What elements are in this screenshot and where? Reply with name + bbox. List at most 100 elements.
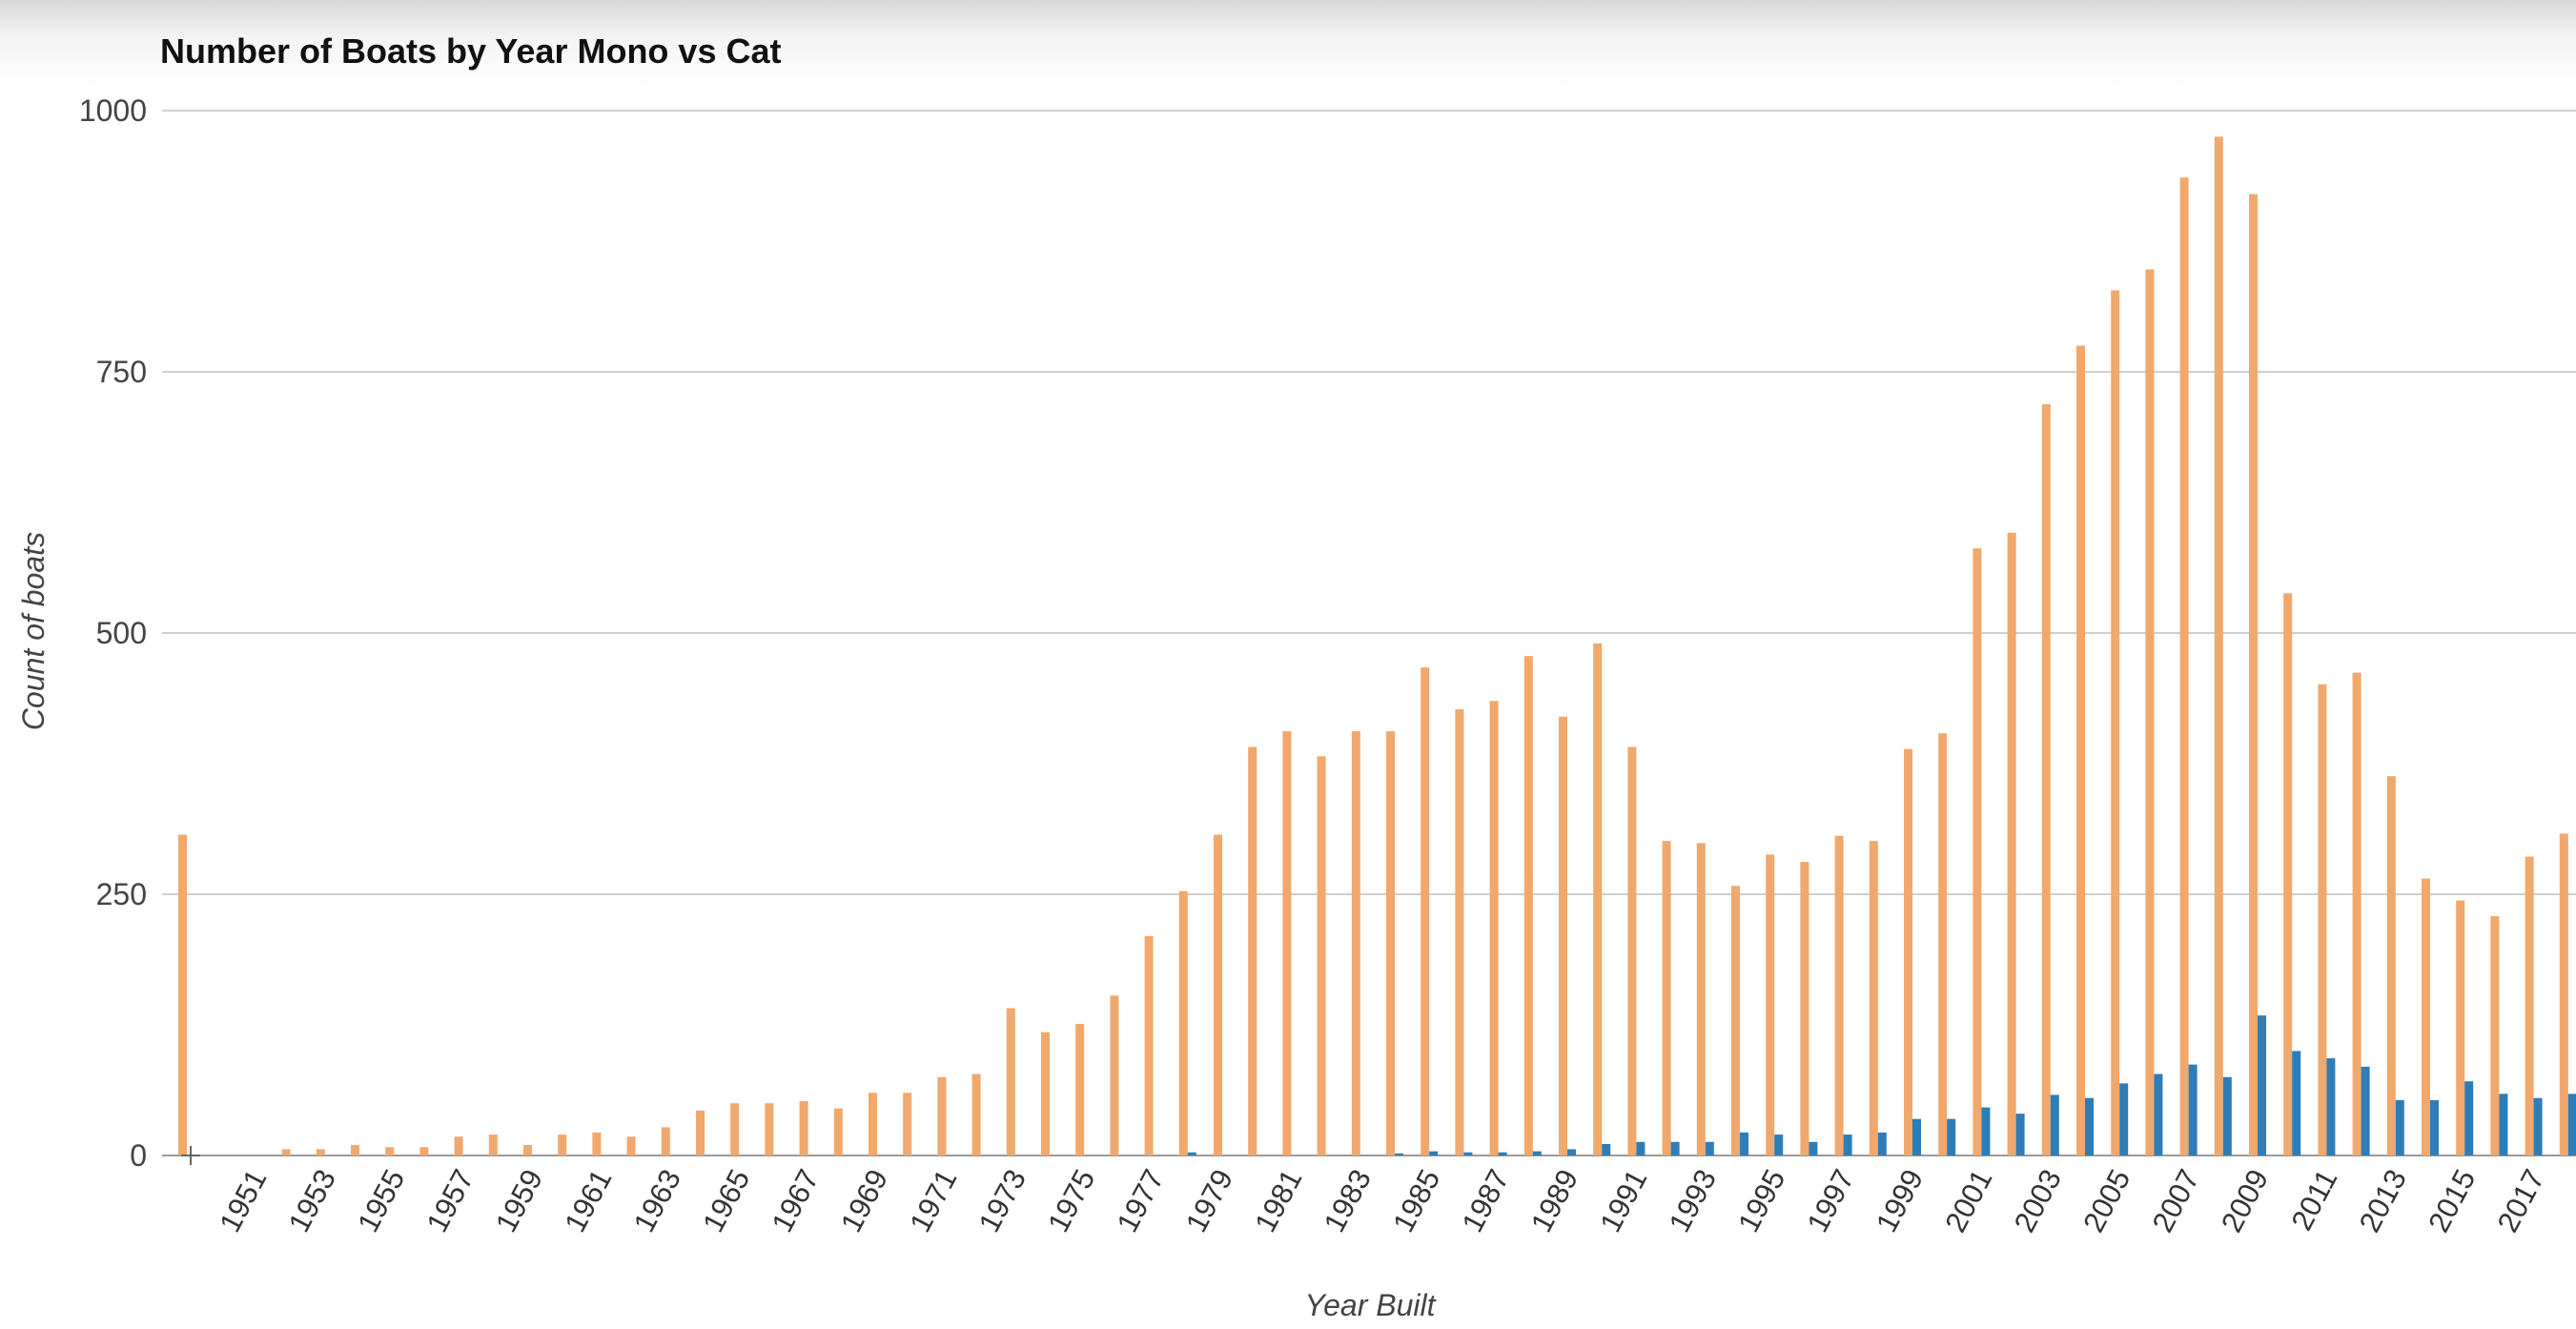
bar-mono <box>454 1136 463 1155</box>
x-tick-label: 1981 <box>1248 1164 1308 1237</box>
bar-cat <box>1636 1141 1646 1155</box>
bar-cat <box>2188 1064 2198 1155</box>
bar-mono <box>971 1073 981 1155</box>
bar-mono <box>2283 593 2293 1155</box>
bar-cat <box>2292 1051 2301 1155</box>
bar-mono <box>1006 1008 1015 1155</box>
bar-mono <box>1766 854 1775 1155</box>
x-tick-label: 1965 <box>696 1164 756 1237</box>
bar-mono <box>696 1110 705 1155</box>
x-tick-label: 1979 <box>1179 1164 1239 1237</box>
bar-mono <box>626 1136 636 1155</box>
bar-mono <box>1214 834 1222 1155</box>
bar-mono <box>1696 843 1706 1155</box>
y-tick-label: 250 <box>96 877 147 911</box>
x-tick-label: 2013 <box>2353 1164 2413 1237</box>
bar-mono <box>2007 532 2016 1155</box>
bar-mono <box>2076 345 2085 1156</box>
x-tick-label: 1961 <box>558 1164 618 1237</box>
bar-mono <box>2386 776 2396 1155</box>
bar-mono <box>2318 684 2327 1155</box>
bar-cat <box>1670 1141 1680 1155</box>
bar-mono <box>1041 1032 1050 1155</box>
bar-cat <box>2015 1114 2025 1155</box>
x-tick-label: 1977 <box>1110 1164 1170 1237</box>
x-tick-label: 1969 <box>834 1164 894 1237</box>
bar-cat <box>2326 1058 2336 1155</box>
bar-mono <box>1144 935 1154 1155</box>
x-tick-label: 1993 <box>1663 1164 1723 1237</box>
bar-mono <box>1627 746 1637 1155</box>
bar-cat <box>2222 1076 2232 1155</box>
bar-mono <box>2145 269 2155 1155</box>
bar-mono <box>765 1103 774 1155</box>
x-tick-label: 1953 <box>282 1164 342 1237</box>
bar-cat <box>2050 1094 2059 1155</box>
bar-cat <box>2499 1094 2508 1155</box>
bar-mono <box>1731 886 1740 1155</box>
x-tick-label: 1985 <box>1386 1164 1446 1237</box>
bar-mono <box>730 1103 740 1155</box>
bar-mono <box>1973 548 1982 1155</box>
bar-mono <box>385 1147 395 1155</box>
bar-mono <box>351 1145 359 1155</box>
bar-mono <box>488 1135 498 1155</box>
bar-cat <box>2395 1099 2404 1155</box>
x-tick-label: 2017 <box>2490 1164 2550 1237</box>
x-tick-label: 1951 <box>213 1164 273 1237</box>
bar-mono <box>2179 177 2189 1155</box>
bar-cat <box>2154 1073 2163 1155</box>
bar-mono <box>1559 716 1567 1155</box>
x-tick-label: 2011 <box>2284 1164 2343 1236</box>
bar-cat <box>2430 1099 2439 1155</box>
bar-cat <box>2533 1097 2543 1155</box>
bar-cat <box>1947 1118 1956 1155</box>
bar-cat <box>2567 1094 2576 1155</box>
bar-mono <box>1834 835 1844 1155</box>
bar-cat <box>1843 1135 1852 1155</box>
x-tick-label: 1955 <box>351 1164 411 1237</box>
bar-cat <box>1981 1107 1991 1155</box>
bar-mono <box>419 1147 429 1155</box>
x-tick-label: 2003 <box>2008 1164 2068 1237</box>
x-tick-label: 1959 <box>489 1164 549 1237</box>
bar-cat <box>1395 1153 1403 1155</box>
bar-cat <box>2464 1081 2474 1155</box>
bar-mono <box>592 1132 602 1155</box>
y-tick-label: 500 <box>96 616 147 650</box>
bar-cat <box>1498 1152 1507 1155</box>
bar-mono <box>2214 136 2223 1155</box>
x-tick-label: 1999 <box>1870 1164 1930 1237</box>
x-tick-label: 1957 <box>419 1164 480 1237</box>
bar-cat <box>1877 1132 1887 1155</box>
bar-mono <box>869 1093 877 1155</box>
bar-mono <box>1421 667 1430 1155</box>
bar-mono <box>1800 862 1809 1155</box>
bar-mono <box>1248 746 1257 1155</box>
bar-mono <box>2422 878 2430 1155</box>
bar-cat <box>1187 1152 1196 1155</box>
bar-mono <box>1075 1023 1085 1155</box>
x-tick-label: 1995 <box>1731 1164 1791 1237</box>
bar-mono <box>2525 856 2534 1155</box>
bar-mono <box>2041 403 2051 1155</box>
bar-cat <box>1774 1135 1784 1155</box>
bar-mono <box>1282 731 1292 1155</box>
x-tick-label: 1983 <box>1318 1164 1378 1237</box>
bar-mono <box>661 1127 670 1155</box>
x-tick-label: 1973 <box>972 1164 1032 1237</box>
bar-cat <box>1532 1151 1542 1155</box>
bar-mono <box>316 1149 325 1155</box>
bar-mono <box>903 1093 912 1155</box>
bar-mono <box>2456 900 2465 1155</box>
y-tick-label: 0 <box>130 1138 147 1173</box>
x-tick-label: 1989 <box>1524 1164 1584 1237</box>
bar-mono <box>937 1076 947 1155</box>
bar-cat <box>1740 1132 1748 1155</box>
chart-title: Number of Boats by Year Mono vs Cat <box>160 31 781 71</box>
bar-mono <box>2249 194 2258 1155</box>
bar-mono <box>1662 841 1671 1155</box>
x-axis-label: Year Built <box>1305 1288 1437 1322</box>
